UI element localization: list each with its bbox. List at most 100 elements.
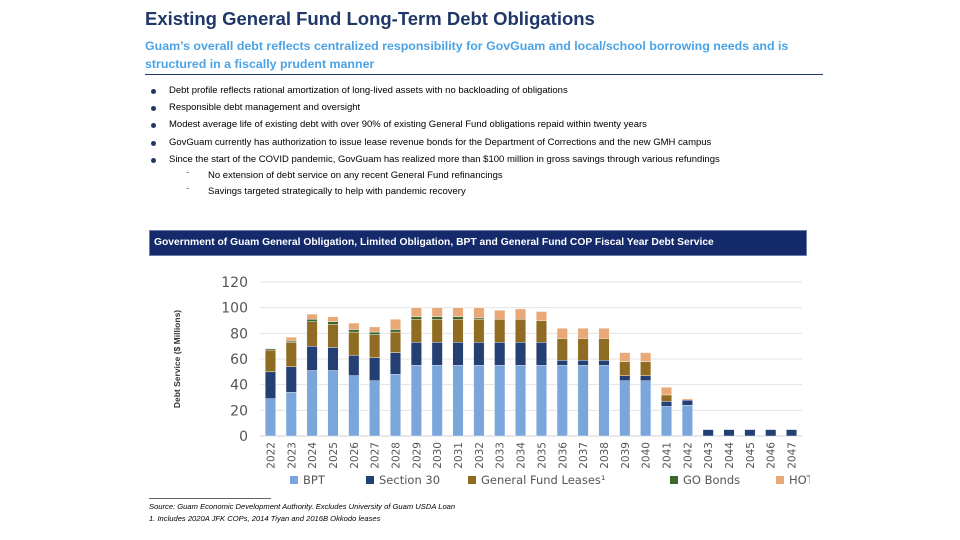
bar-section-30-2030 xyxy=(431,342,443,366)
bar-general-fund-leases-2027 xyxy=(369,334,381,358)
bar-hot-2039 xyxy=(619,352,631,362)
bar-section-30-2035 xyxy=(535,342,547,366)
bar-general-fund-leases-2025 xyxy=(327,324,339,348)
bullet-dot-icon xyxy=(151,140,156,146)
bar-bpt-2023 xyxy=(285,392,297,437)
x-tick-label: 2040 xyxy=(641,442,653,469)
bar-section-30-2036 xyxy=(556,360,568,366)
x-tick-label: 2035 xyxy=(536,442,548,469)
legend-swatch-section-30 xyxy=(366,476,374,484)
x-tick-label: 2033 xyxy=(495,442,507,469)
bar-general-fund-leases-2022 xyxy=(264,349,276,373)
bar-section-30-2044 xyxy=(723,429,735,437)
x-tick-label: 2039 xyxy=(620,442,632,469)
x-tick-label: 2023 xyxy=(286,442,298,469)
x-tick-label: 2030 xyxy=(432,442,444,469)
bar-section-30-2031 xyxy=(452,342,464,366)
bar-go-bonds-2027 xyxy=(369,331,381,335)
y-tick-label: 20 xyxy=(230,403,248,419)
bar-bpt-2026 xyxy=(348,375,360,437)
bar-section-30-2037 xyxy=(577,360,589,366)
bar-general-fund-leases-2033 xyxy=(494,319,506,343)
bar-bpt-2039 xyxy=(619,380,631,437)
bar-section-30-2026 xyxy=(348,354,360,376)
bar-section-30-2034 xyxy=(515,342,527,366)
x-tick-label: 2026 xyxy=(349,442,361,469)
bullet-item: Debt profile reflects rational amortizat… xyxy=(150,82,830,99)
x-tick-label: 2045 xyxy=(745,442,757,469)
bar-bpt-2033 xyxy=(494,365,506,437)
bar-bpt-2028 xyxy=(390,374,401,437)
x-tick-label: 2043 xyxy=(703,442,715,469)
legend-swatch-bpt xyxy=(290,476,298,484)
bar-hot-2025 xyxy=(327,316,339,322)
bar-hot-2028 xyxy=(390,319,401,330)
bar-general-fund-leases-2036 xyxy=(556,338,568,361)
bar-general-fund-leases-2037 xyxy=(577,338,589,361)
bullet-text: Responsible debt management and oversigh… xyxy=(169,102,361,114)
bullet-item: Since the start of the COVID pandemic, G… xyxy=(150,151,830,168)
bar-bpt-2037 xyxy=(577,365,589,437)
bar-bpt-2041 xyxy=(661,406,672,437)
bar-go-bonds-2028 xyxy=(390,329,401,333)
legend-swatch-hot xyxy=(776,476,784,484)
bar-general-fund-leases-2035 xyxy=(535,320,547,343)
bar-go-bonds-2031 xyxy=(452,316,464,320)
legend-swatch-go-bonds xyxy=(670,476,678,484)
dash-icon: - xyxy=(186,167,189,178)
bar-general-fund-leases-2041 xyxy=(661,394,672,402)
x-tick-label: 2047 xyxy=(787,442,799,469)
x-tick-label: 2041 xyxy=(662,442,674,469)
bar-bpt-2036 xyxy=(556,365,568,437)
dash-icon: - xyxy=(186,183,189,194)
bar-bpt-2038 xyxy=(598,365,610,437)
bar-section-30-2040 xyxy=(640,375,652,382)
bar-hot-2038 xyxy=(598,327,610,339)
bar-section-30-2029 xyxy=(410,342,422,366)
x-tick-label: 2027 xyxy=(370,442,382,469)
bar-bpt-2040 xyxy=(640,380,652,437)
bullet-item: GovGuam currently has authorization to i… xyxy=(150,134,830,151)
source-note: Source: Guam Economic Development Author… xyxy=(149,502,456,511)
bar-section-30-2025 xyxy=(327,347,339,371)
bar-section-30-2023 xyxy=(285,366,297,393)
x-tick-label: 2046 xyxy=(766,442,778,469)
bar-section-30-2033 xyxy=(494,342,506,366)
bar-section-30-2032 xyxy=(473,342,485,366)
legend-label-go-bonds: GO Bonds xyxy=(683,473,740,487)
bar-section-30-2046 xyxy=(765,429,777,437)
bar-bpt-2034 xyxy=(515,365,527,437)
bar-bpt-2024 xyxy=(306,370,318,437)
x-tick-label: 2044 xyxy=(724,442,736,469)
x-tick-label: 2032 xyxy=(474,442,486,469)
bar-section-30-2042 xyxy=(681,399,693,406)
sub-bullet-item: - Savings targeted strategically to help … xyxy=(150,183,830,200)
title-divider xyxy=(145,74,823,75)
y-tick-label: 0 xyxy=(239,429,248,445)
x-tick-label: 2038 xyxy=(599,442,611,469)
bar-general-fund-leases-2038 xyxy=(598,338,610,361)
bar-bpt-2042 xyxy=(681,404,693,437)
legend-swatch-general-fund-leases xyxy=(468,476,476,484)
bar-bpt-2029 xyxy=(410,365,422,437)
bar-general-fund-leases-2034 xyxy=(515,319,527,343)
x-tick-label: 2034 xyxy=(516,442,528,469)
sub-bullet-text: Savings targeted strategically to help w… xyxy=(208,186,466,198)
bar-general-fund-leases-2030 xyxy=(431,319,443,343)
bar-hot-2024 xyxy=(306,313,318,320)
bar-section-30-2038 xyxy=(598,360,610,366)
bullet-item: Responsible debt management and oversigh… xyxy=(150,99,830,116)
sub-bullet-text: No extension of debt service on any rece… xyxy=(208,170,503,182)
legend-label-hot: HOT xyxy=(789,473,810,487)
bar-section-30-2047 xyxy=(786,429,798,437)
sub-bullet-item: - No extension of debt service on any rec… xyxy=(150,167,830,184)
bullet-text: Modest average life of existing debt wit… xyxy=(169,119,647,131)
y-tick-label: 40 xyxy=(230,378,248,394)
x-tick-label: 2037 xyxy=(578,442,590,469)
bullet-text: Debt profile reflects rational amortizat… xyxy=(169,85,568,96)
bar-section-30-2045 xyxy=(744,429,756,437)
bullet-list: Debt profile reflects rational amortizat… xyxy=(150,82,830,200)
x-tick-label: 2042 xyxy=(682,442,694,469)
bar-bpt-2035 xyxy=(535,365,547,437)
y-tick-label: 100 xyxy=(221,301,248,317)
